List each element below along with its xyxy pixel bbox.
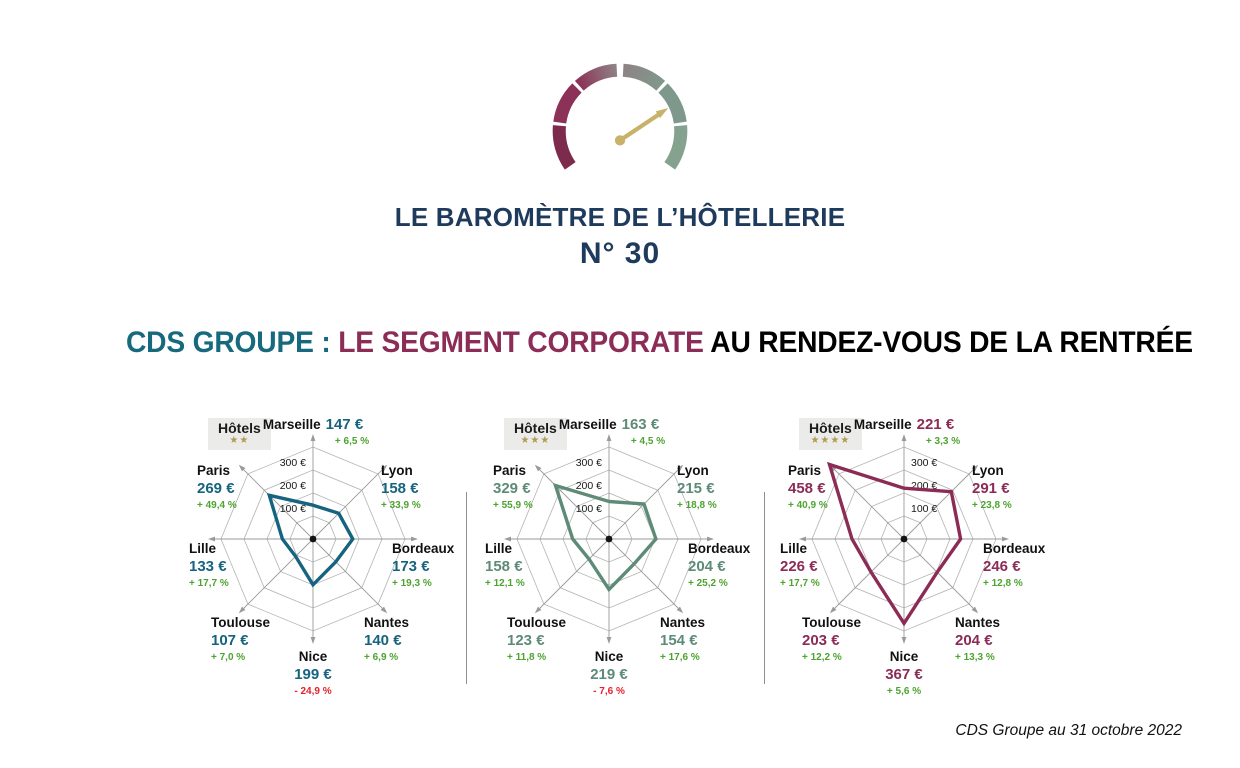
city-label-marseille: Marseille 163 € + 4,5 % bbox=[558, 416, 666, 447]
chart-divider bbox=[764, 492, 765, 684]
radar-chart: 100 € 200 € 300 € bbox=[504, 434, 714, 644]
city-label-bordeaux: Bordeaux 246 € + 12,8 % bbox=[983, 541, 1046, 589]
star-rating-icon: ★★★★ bbox=[810, 435, 851, 446]
headline-topic: LE SEGMENT CORPORATE bbox=[338, 326, 711, 359]
issue-number: N° 30 bbox=[579, 237, 661, 270]
city-label-paris: Paris 269 € + 49,4 % bbox=[197, 463, 237, 511]
headline: CDS GROUPE : LE SEGMENT CORPORATE AU REN… bbox=[126, 326, 1193, 360]
city-label-paris: Paris 329 € + 55,9 % bbox=[493, 463, 533, 511]
star-rating-icon: ★★ bbox=[229, 435, 250, 446]
city-label-lille: Lille 133 € + 17,7 % bbox=[189, 541, 229, 589]
hotel-category-badge: Hôtels ★★★★ bbox=[799, 418, 862, 450]
svg-text:100 €: 100 € bbox=[576, 503, 602, 515]
city-label-paris: Paris 458 € + 40,9 % bbox=[788, 463, 828, 511]
city-label-marseille: Marseille 221 € + 3,3 % bbox=[853, 416, 961, 447]
svg-text:300 €: 300 € bbox=[280, 457, 306, 469]
chart-divider bbox=[466, 492, 467, 684]
city-label-nantes: Nantes 154 € + 17,6 % bbox=[660, 615, 706, 663]
city-label-nice: Nice 199 € - 24,9 % bbox=[294, 649, 332, 697]
barometer-gauge-icon bbox=[552, 63, 688, 170]
hotel-category-badge: Hôtels ★★ bbox=[208, 418, 271, 450]
svg-text:200 €: 200 € bbox=[576, 480, 602, 492]
headline-rest: AU RENDEZ-VOUS DE LA RENTRÉE bbox=[710, 326, 1193, 359]
city-label-toulouse: Toulouse 123 € + 11,8 % bbox=[507, 615, 566, 663]
barometer-title: LE BAROMÈTRE DE L’HÔTELLERIE bbox=[394, 202, 846, 232]
svg-text:100 €: 100 € bbox=[911, 503, 937, 515]
city-label-nantes: Nantes 140 € + 6,9 % bbox=[364, 615, 410, 663]
badge-label: Hôtels bbox=[809, 420, 852, 436]
city-label-lille: Lille 226 € + 17,7 % bbox=[780, 541, 820, 589]
city-label-lille: Lille 158 € + 12,1 % bbox=[485, 541, 525, 589]
radar-card-hotels-2-stars: 100 € 200 € 300 € Hôtels ★★ Marseille 147 €… bbox=[178, 410, 454, 720]
city-label-toulouse: Toulouse 203 € + 12,2 % bbox=[802, 615, 861, 663]
headline-brand: CDS GROUPE : bbox=[126, 326, 339, 359]
city-label-lyon: Lyon 291 € + 23,8 % bbox=[972, 463, 1012, 511]
city-label-marseille: Marseille 147 € + 6,5 % bbox=[262, 416, 370, 447]
city-label-nice: Nice 219 € - 7,6 % bbox=[590, 649, 628, 697]
star-rating-icon: ★★★ bbox=[520, 435, 551, 446]
svg-text:100 €: 100 € bbox=[280, 503, 306, 515]
radar-chart: 100 €200 €300 € bbox=[799, 434, 1009, 644]
city-label-bordeaux: Bordeaux 204 € + 25,2 % bbox=[688, 541, 751, 589]
city-label-lyon: Lyon 215 € + 18,8 % bbox=[677, 463, 717, 511]
city-label-toulouse: Toulouse 107 € + 7,0 % bbox=[211, 615, 270, 663]
hotel-category-badge: Hôtels ★★★ bbox=[504, 418, 567, 450]
svg-text:200 €: 200 € bbox=[280, 480, 306, 492]
svg-text:300 €: 300 € bbox=[911, 457, 937, 469]
badge-label: Hôtels bbox=[514, 420, 557, 436]
svg-text:300 €: 300 € bbox=[576, 457, 602, 469]
source-note: CDS Groupe au 31 octobre 2022 bbox=[955, 722, 1182, 739]
city-label-nice: Nice 367 € + 5,6 % bbox=[885, 649, 923, 697]
radar-chart: 100 € 200 € 300 € bbox=[208, 434, 418, 644]
masthead: LE BAROMÈTRE DE L’HÔTELLERIE N° 30 bbox=[0, 58, 1240, 271]
city-label-nantes: Nantes 204 € + 13,3 % bbox=[955, 615, 1001, 663]
radar-card-hotels-4-stars: 100 €200 €300 € Hôtels ★★★★ Marseille 221… bbox=[769, 410, 1045, 720]
radar-card-hotels-3-stars: 100 € 200 € 300 € Hôtels ★★★ Marseille 163 … bbox=[474, 410, 750, 720]
badge-label: Hôtels bbox=[218, 420, 261, 436]
city-label-lyon: Lyon 158 € + 33,9 % bbox=[381, 463, 421, 511]
city-label-bordeaux: Bordeaux 173 € + 19,3 % bbox=[392, 541, 455, 589]
